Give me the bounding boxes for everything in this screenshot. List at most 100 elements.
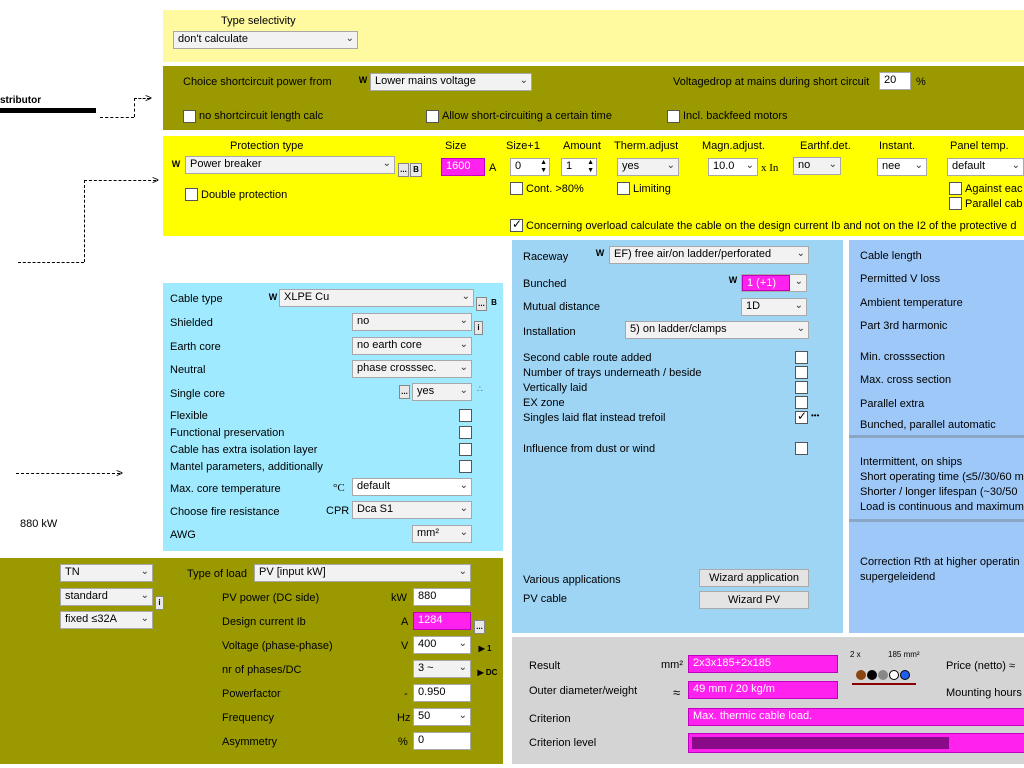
instant-select[interactable]: nee ⌄ <box>877 158 927 176</box>
diagram-count: 2 x <box>850 650 861 659</box>
connector-line <box>84 180 156 181</box>
vertically-laid-checkbox[interactable] <box>795 381 808 394</box>
type-selectivity-select[interactable]: don't calculate ⌄ <box>173 31 358 49</box>
criterion-level-bar <box>688 733 1024 753</box>
dust-wind-checkbox[interactable] <box>795 442 808 455</box>
shortcircuit-choice-select[interactable]: Lower mains voltage ⌄ <box>370 73 532 91</box>
no-length-calc-checkbox[interactable] <box>183 110 196 123</box>
second-route-checkbox[interactable] <box>795 351 808 364</box>
magn-select[interactable]: 10.0 ⌄ <box>708 158 758 176</box>
shorter-longer-label: Shorter / longer lifespan (~30/50 <box>860 486 1018 498</box>
connector-line <box>84 180 85 262</box>
allow-short-checkbox[interactable] <box>426 110 439 123</box>
criterion-label: Criterion <box>529 713 571 725</box>
phases-select[interactable]: 3 ~ ⌄ <box>413 660 471 678</box>
pv-power-label: PV power (DC side) <box>222 592 320 604</box>
max-core-temp-unit: °C <box>333 482 345 494</box>
panel-temp-select[interactable]: default ⌄ <box>947 158 1024 176</box>
phase-1-button[interactable]: ▶ 1 <box>478 644 492 653</box>
raceway-select[interactable]: EF) free air/on ladder/perforated ⌄ <box>609 246 809 264</box>
awg-select[interactable]: mm² ⌄ <box>412 525 472 543</box>
chevron-down-icon: ⌄ <box>458 638 467 649</box>
protection-dots-button[interactable]: ... <box>398 163 409 177</box>
single-core-select[interactable]: yes ⌄ <box>412 383 472 401</box>
functional-preservation-checkbox[interactable] <box>459 426 472 439</box>
cable-type-select[interactable]: XLPE Cu ⌄ <box>279 289 474 307</box>
w-icon: W <box>358 75 368 85</box>
stepper-arrows-icon[interactable]: ▲ ▼ <box>540 159 547 174</box>
connector-line <box>134 98 135 117</box>
frequency-select[interactable]: 50 ⌄ <box>413 708 471 726</box>
result-label: Result <box>529 660 561 672</box>
nr-trays-label: Number of trays underneath / beside <box>523 367 702 379</box>
chevron-down-icon: ⌄ <box>461 291 470 302</box>
ex-zone-label: EX zone <box>523 397 565 409</box>
pv-power-input[interactable]: 880 <box>413 588 471 606</box>
double-protection-checkbox[interactable] <box>185 188 198 201</box>
design-current-input[interactable]: 1284 <box>413 612 471 630</box>
incl-backfeed-checkbox[interactable] <box>667 110 680 123</box>
installation-select[interactable]: 5) on ladder/clamps ⌄ <box>625 321 809 339</box>
bunched-select[interactable]: 1 (+1) ⌄ <box>741 274 807 292</box>
size-input[interactable]: 1600 <box>441 158 485 176</box>
w-icon: W <box>171 159 181 169</box>
shielded-info-button[interactable]: i <box>474 321 483 335</box>
size-header: Size <box>445 140 467 152</box>
chevron-down-icon: ⌄ <box>459 362 468 373</box>
cable-length-label: Cable length <box>860 250 922 262</box>
protection-type-header: Protection type <box>230 140 304 152</box>
cable-type-label: Cable type <box>170 293 223 305</box>
fire-resistance-unit: CPR <box>326 505 350 517</box>
result-panel: Result mm² 2x3x185+2x185 Outer diameter/… <box>512 637 1024 764</box>
nr-trays-checkbox[interactable] <box>795 366 808 379</box>
amount-stepper[interactable]: 1 ▲ ▼ <box>561 158 597 176</box>
neutral-select[interactable]: phase crosssec. ⌄ <box>352 360 472 378</box>
overload-checkbox[interactable] <box>510 217 523 232</box>
earthf-select[interactable]: no ⌄ <box>793 157 841 175</box>
voltagedrop-input[interactable]: 20 <box>879 72 911 90</box>
mutual-distance-select[interactable]: 1D ⌄ <box>741 298 807 316</box>
protection-b-button[interactable]: B <box>410 163 422 177</box>
size-plus1-stepper[interactable]: 0 ▲ ▼ <box>510 158 550 176</box>
powerfactor-input[interactable]: 0.950 <box>413 684 471 702</box>
limiting-checkbox[interactable] <box>617 182 630 195</box>
fixed-select[interactable]: fixed ≤32A ⌄ <box>60 611 153 629</box>
raceway-panel: Raceway W EF) free air/on ladder/perfora… <box>512 240 843 633</box>
voltage-select[interactable]: 400 ⌄ <box>413 636 471 654</box>
against-each-checkbox[interactable] <box>949 182 962 195</box>
singles-flat-checkbox[interactable] <box>795 409 808 424</box>
criterion-level-label: Criterion level <box>529 737 597 749</box>
cont-80-checkbox[interactable] <box>510 182 523 195</box>
wizard-pv-button[interactable]: Wizard PV <box>699 591 809 609</box>
cable-b-button[interactable]: B <box>491 298 497 307</box>
max-core-temp-select[interactable]: default ⌄ <box>352 478 472 496</box>
network-select[interactable]: TN ⌄ <box>60 564 153 582</box>
dots-icon[interactable]: ••• <box>811 411 820 420</box>
earth-core-select[interactable]: no earth core ⌄ <box>352 337 472 355</box>
chevron-down-icon: ⌄ <box>459 315 468 326</box>
design-current-dots-button[interactable]: ... <box>474 620 485 634</box>
standard-info-button[interactable]: i <box>155 596 164 610</box>
shielded-select[interactable]: no ⌄ <box>352 313 472 331</box>
cable-dots-button[interactable]: ... <box>476 297 487 311</box>
chevron-down-icon: ⌄ <box>459 480 468 491</box>
mantel-params-checkbox[interactable] <box>459 460 472 473</box>
stepper-arrows-icon[interactable]: ▲ ▼ <box>587 159 594 174</box>
load-continuous-label: Load is continuous and maximum <box>860 501 1024 513</box>
chevron-down-icon: ⌄ <box>459 385 468 396</box>
parallel-cab-checkbox[interactable] <box>949 197 962 210</box>
single-core-dots-button[interactable]: ... <box>399 385 410 399</box>
standard-select[interactable]: standard ⌄ <box>60 588 153 606</box>
wizard-app-button[interactable]: Wizard application <box>699 569 809 587</box>
asymmetry-input[interactable]: 0 <box>413 732 471 750</box>
flexible-checkbox[interactable] <box>459 409 472 422</box>
extra-isolation-checkbox[interactable] <box>459 443 472 456</box>
frequency-unit: Hz <box>397 712 411 724</box>
protection-type-select[interactable]: Power breaker ⌄ <box>185 156 395 174</box>
fire-resistance-select[interactable]: Dca S1 ⌄ <box>352 501 472 519</box>
result-unit: mm² <box>661 659 683 671</box>
type-of-load-select[interactable]: PV [input kW] ⌄ <box>254 564 471 582</box>
ex-zone-checkbox[interactable] <box>795 396 808 409</box>
dc-button[interactable]: ▶ DC <box>477 668 498 677</box>
therm-select[interactable]: yes ⌄ <box>617 158 679 176</box>
